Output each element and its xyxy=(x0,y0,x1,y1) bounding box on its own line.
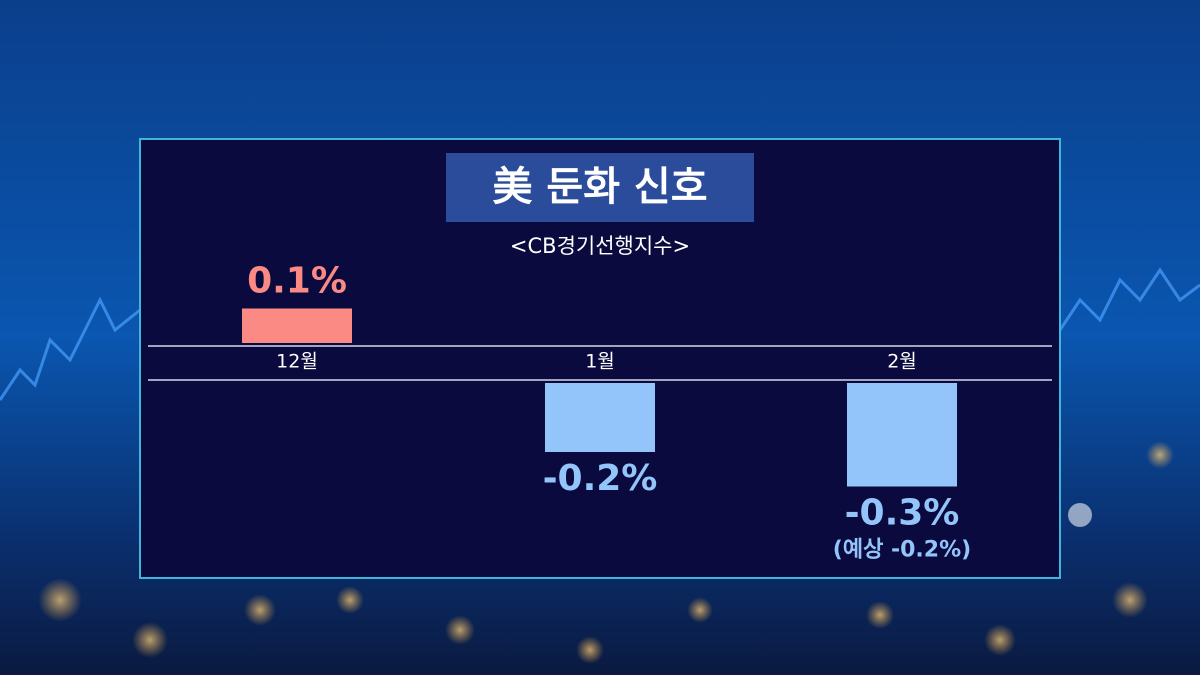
category-label: 1월 xyxy=(585,351,615,373)
decor-line xyxy=(0,296,141,401)
decor-line xyxy=(1058,267,1200,331)
bar xyxy=(545,383,655,452)
value-label: -0.3% xyxy=(845,493,960,534)
chart-title: 美 둔화 신호 xyxy=(492,164,707,210)
title-box xyxy=(446,153,754,222)
bar xyxy=(847,383,957,487)
bokeh xyxy=(38,441,1174,664)
annotation: (예상 -0.2%) xyxy=(833,538,971,563)
category-label: 12월 xyxy=(276,351,318,373)
value-label: 0.1% xyxy=(247,261,347,302)
value-label: -0.2% xyxy=(543,458,658,499)
bar xyxy=(242,308,352,343)
category-label: 2월 xyxy=(887,351,917,373)
chart-subtitle: <CB경기선행지수> xyxy=(510,234,690,258)
